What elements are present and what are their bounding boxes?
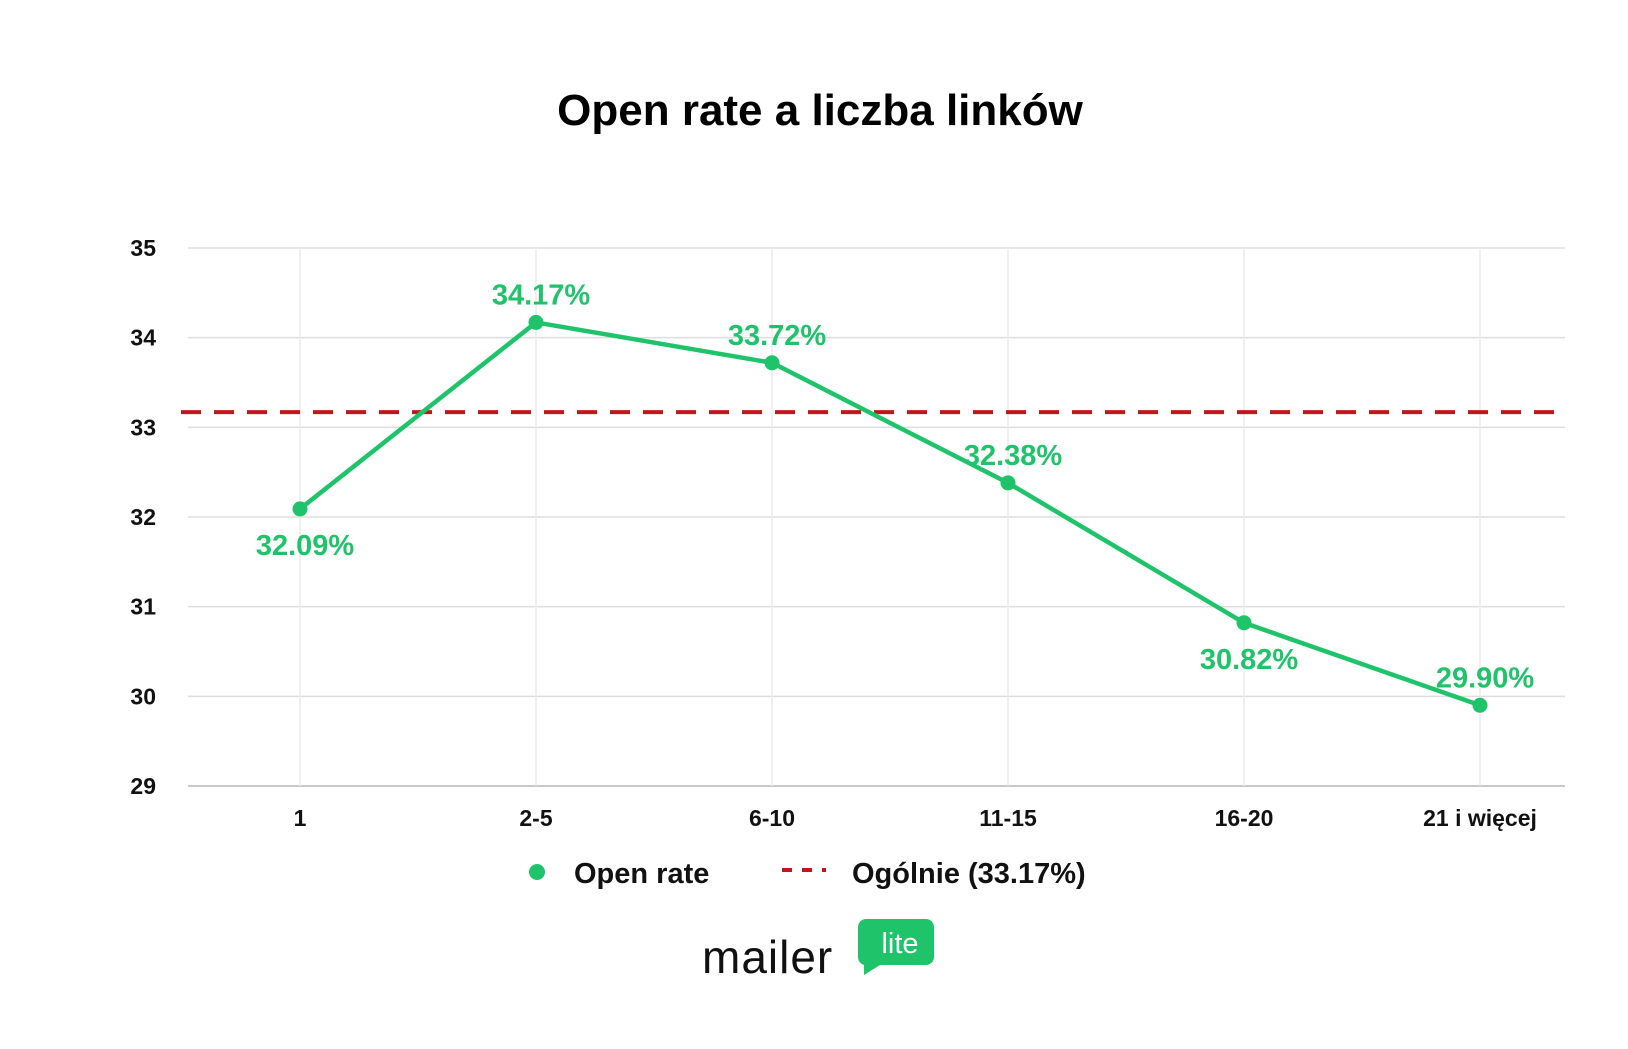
y-axis-ticks: 29 30 31 32 33 34 35 bbox=[130, 235, 156, 799]
data-point-2 bbox=[764, 355, 780, 371]
y-tick-label-34: 34 bbox=[130, 325, 156, 351]
data-label-4: 30.82% bbox=[1200, 644, 1299, 676]
data-point-1 bbox=[528, 314, 544, 330]
data-label-layer: 32.09% 34.17% 33.72% 32.38% 30.82% 29.90% bbox=[256, 279, 1535, 694]
y-tick-label-33: 33 bbox=[130, 414, 156, 440]
data-label-0: 32.09% bbox=[256, 530, 355, 562]
data-point-4 bbox=[1236, 615, 1252, 631]
series-layer bbox=[292, 314, 1488, 713]
data-label-3: 32.38% bbox=[964, 440, 1063, 472]
x-tick-label-0: 1 bbox=[294, 805, 307, 831]
legend: Open rate Ogólnie (33.17%) bbox=[529, 858, 1086, 890]
data-point-3 bbox=[1000, 475, 1016, 491]
y-tick-label-31: 31 bbox=[130, 594, 156, 620]
x-tick-label-5: 21 i więcej bbox=[1423, 805, 1537, 831]
x-tick-label-2: 6-10 bbox=[749, 805, 795, 831]
data-label-5: 29.90% bbox=[1436, 662, 1535, 694]
legend-reference-label: Ogólnie (33.17%) bbox=[852, 858, 1086, 890]
x-tick-label-1: 2-5 bbox=[519, 805, 552, 831]
data-label-1: 34.17% bbox=[492, 279, 591, 311]
chart-title: Open rate a liczba linków bbox=[557, 86, 1083, 135]
y-tick-label-29: 29 bbox=[130, 773, 156, 799]
data-label-2: 33.72% bbox=[728, 320, 827, 352]
logo-wordmark: mailer bbox=[702, 931, 833, 983]
legend-open-rate-marker bbox=[529, 864, 545, 880]
x-tick-label-3: 11-15 bbox=[979, 805, 1037, 831]
x-tick-label-4: 16-20 bbox=[1215, 805, 1274, 831]
legend-open-rate-label: Open rate bbox=[574, 858, 709, 890]
data-point-5 bbox=[1472, 697, 1488, 713]
x-axis-ticks: 1 2-5 6-10 11-15 16-20 21 i więcej bbox=[294, 805, 1537, 831]
y-tick-label-35: 35 bbox=[130, 235, 156, 261]
y-tick-label-32: 32 bbox=[130, 504, 156, 530]
y-tick-label-30: 30 bbox=[130, 683, 156, 709]
logo-bubble-label: lite bbox=[881, 928, 918, 960]
logo-speech-bubble bbox=[857, 919, 934, 975]
series-line-open-rate bbox=[297, 320, 1483, 708]
grid-layer bbox=[188, 247, 1565, 787]
data-point-0 bbox=[292, 501, 308, 517]
mailerlite-logo: mailer lite bbox=[702, 919, 934, 983]
